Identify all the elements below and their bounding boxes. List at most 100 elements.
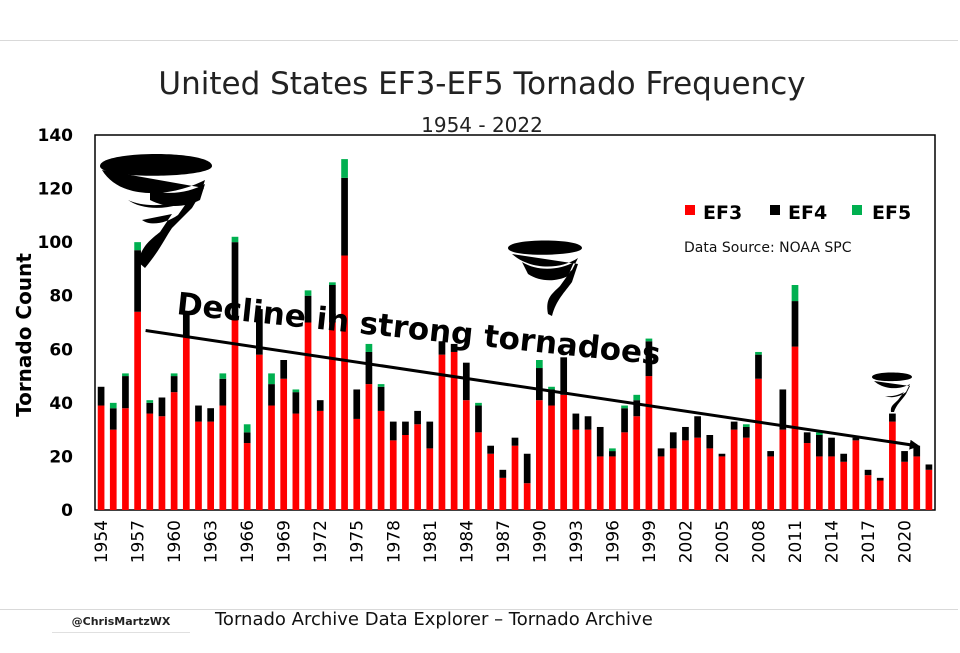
bar-ef3-1980 bbox=[414, 424, 421, 510]
x-tick-label: 1957 bbox=[129, 520, 149, 563]
bar-ef3-1995 bbox=[596, 456, 604, 510]
bar-ef4-1959 bbox=[158, 397, 166, 417]
bar-ef4-1960 bbox=[170, 376, 178, 393]
bar-ef4-1971 bbox=[304, 295, 312, 323]
bar-ef4-1984 bbox=[462, 362, 470, 401]
x-tick-label: 1960 bbox=[165, 520, 185, 563]
y-tick-label: 140 bbox=[38, 126, 74, 146]
bar-ef3-1969 bbox=[280, 378, 288, 510]
bar-ef4-1967 bbox=[256, 309, 263, 355]
bar-ef4-2006 bbox=[730, 421, 738, 430]
bar-ef5-2008 bbox=[755, 351, 762, 355]
bar-ef5-1998 bbox=[633, 394, 641, 401]
bar-ef3-1996 bbox=[609, 456, 616, 510]
y-tick-label: 20 bbox=[49, 447, 73, 467]
slide-frame bbox=[0, 40, 958, 610]
bar-ef3-1970 bbox=[292, 413, 300, 510]
bar-ef3-2019 bbox=[889, 421, 896, 510]
bar-ef3-1962 bbox=[195, 421, 202, 510]
bar-ef5-1956 bbox=[122, 373, 129, 377]
bar-ef3-1960 bbox=[170, 392, 178, 510]
bar-ef5-1973 bbox=[329, 282, 336, 285]
bar-ef3-1968 bbox=[268, 405, 275, 510]
bar-ef3-1959 bbox=[158, 416, 166, 510]
bar-ef5-2007 bbox=[742, 424, 750, 427]
bar-ef3-1956 bbox=[122, 408, 129, 510]
bar-ef4-1964 bbox=[219, 378, 227, 406]
bar-ef4-1968 bbox=[268, 384, 275, 406]
bar-ef4-2007 bbox=[742, 426, 750, 438]
bar-ef4-2010 bbox=[779, 389, 787, 430]
bar-ef3-2020 bbox=[901, 461, 908, 510]
bar-ef5-1976 bbox=[365, 343, 373, 352]
x-tick-label: 1975 bbox=[348, 520, 368, 563]
bar-ef4-1992 bbox=[560, 357, 568, 395]
chart-title: United States EF3-EF5 Tornado Frequency bbox=[158, 66, 805, 102]
bar-ef5-1990 bbox=[536, 360, 543, 369]
bar-ef3-2004 bbox=[706, 448, 714, 510]
bar-ef4-1975 bbox=[353, 389, 361, 419]
bar-ef4-2008 bbox=[755, 354, 762, 379]
legend: EF3 EF4 EF5 bbox=[685, 202, 911, 224]
bar-ef4-1956 bbox=[122, 376, 129, 409]
bar-ef5-1966 bbox=[243, 424, 251, 433]
bar-ef5-1968 bbox=[268, 373, 275, 385]
bar-ef3-1975 bbox=[353, 418, 361, 510]
bar-ef4-1976 bbox=[365, 351, 373, 385]
bar-ef4-2003 bbox=[694, 416, 701, 438]
x-tick-label: 1969 bbox=[275, 520, 295, 563]
bar-ef4-1963 bbox=[207, 408, 214, 422]
bar-ef3-2000 bbox=[657, 456, 665, 510]
bar-ef4-1973 bbox=[329, 285, 336, 323]
bar-ef3-1955 bbox=[109, 429, 117, 510]
bar-ef4-2005 bbox=[718, 453, 726, 457]
bar-ef4-2017 bbox=[864, 469, 872, 476]
y-tick-label: 120 bbox=[38, 180, 74, 200]
bar-ef3-1978 bbox=[389, 440, 397, 510]
x-tick-label: 2011 bbox=[786, 520, 806, 563]
bar-ef5-1970 bbox=[292, 389, 300, 393]
bar-ef3-1988 bbox=[511, 445, 519, 510]
bar-ef5-2011 bbox=[791, 285, 799, 302]
bar-ef5-1958 bbox=[146, 400, 154, 403]
bar-ef3-1986 bbox=[487, 453, 494, 510]
bar-ef3-1992 bbox=[560, 394, 568, 510]
bar-ef3-1958 bbox=[146, 413, 154, 510]
bar-ef3-2014 bbox=[828, 456, 835, 510]
bar-ef3-1984 bbox=[462, 400, 470, 510]
legend-label-ef4: EF4 bbox=[788, 202, 827, 224]
bar-ef3-1990 bbox=[536, 400, 543, 510]
x-tick-label: 2008 bbox=[749, 520, 769, 563]
bar-ef3-2010 bbox=[779, 429, 787, 510]
bar-ef3-1999 bbox=[645, 376, 653, 510]
y-axis-ticks: 0 20 40 60 80 100 120 140 bbox=[38, 126, 74, 521]
bar-ef3-2001 bbox=[669, 448, 677, 510]
x-tick-label: 1981 bbox=[421, 520, 441, 563]
bar-ef4-1989 bbox=[523, 453, 531, 484]
bar-ef3-1972 bbox=[316, 410, 324, 510]
y-tick-label: 40 bbox=[49, 394, 73, 414]
bar-ef4-1965 bbox=[231, 242, 239, 320]
bar-ef3-1994 bbox=[584, 429, 592, 510]
author-credit: @ChrisMartzWX bbox=[52, 612, 190, 633]
x-tick-label: 1990 bbox=[530, 520, 550, 563]
bar-ef4-1966 bbox=[243, 432, 251, 444]
bar-ef5-1996 bbox=[609, 448, 616, 452]
bar-ef3-2022 bbox=[925, 469, 933, 510]
bar-ef4-1978 bbox=[389, 421, 397, 441]
bar-ef4-1981 bbox=[426, 421, 434, 449]
bar-ef4-1961 bbox=[182, 314, 190, 336]
bar-ef4-2018 bbox=[876, 477, 884, 481]
bar-ef4-2002 bbox=[682, 426, 689, 441]
bar-ef4-2021 bbox=[913, 445, 921, 457]
bar-ef5-1955 bbox=[109, 402, 117, 409]
bar-ef3-1963 bbox=[207, 421, 214, 510]
legend-swatch-ef5 bbox=[852, 205, 862, 215]
medium-tornado-icon bbox=[508, 240, 582, 316]
bar-ef4-1957 bbox=[134, 250, 141, 312]
bar-ef3-1985 bbox=[475, 432, 482, 510]
bar-ef3-1997 bbox=[621, 432, 628, 510]
bar-ef3-1967 bbox=[256, 354, 263, 510]
bar-ef4-1997 bbox=[621, 408, 628, 433]
